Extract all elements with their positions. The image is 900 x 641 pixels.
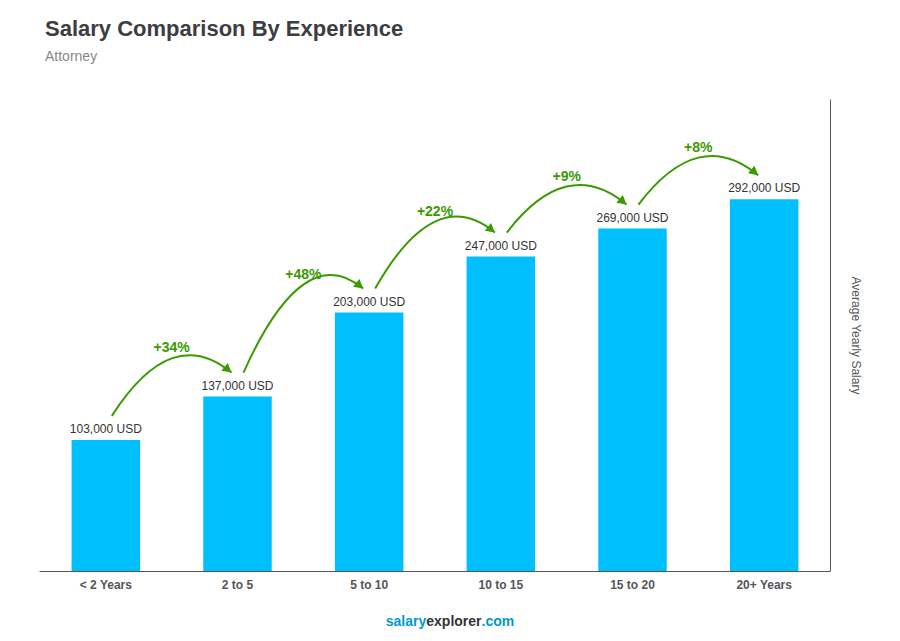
svg-text:292,000 USD: 292,000 USD <box>728 181 800 195</box>
svg-text:+22%: +22% <box>417 203 454 219</box>
svg-text:15 to 20: 15 to 20 <box>610 578 655 592</box>
svg-text:103,000 USD: 103,000 USD <box>70 422 142 436</box>
svg-text:Average Yearly Salary: Average Yearly Salary <box>849 277 863 395</box>
svg-text:explorer: explorer <box>426 613 482 629</box>
svg-text:+9%: +9% <box>552 168 581 184</box>
svg-text:10 to 15: 10 to 15 <box>478 578 523 592</box>
svg-text:247,000 USD: 247,000 USD <box>465 239 537 253</box>
svg-text:+48%: +48% <box>285 266 322 282</box>
svg-text:.com: .com <box>482 613 515 629</box>
svg-text:+8%: +8% <box>684 139 713 155</box>
svg-text:salary: salary <box>386 613 427 629</box>
svg-text:Attorney: Attorney <box>45 48 97 64</box>
svg-text:Salary Comparison By Experienc: Salary Comparison By Experience <box>45 16 403 41</box>
svg-text:< 2 Years: < 2 Years <box>80 578 132 592</box>
svg-text:+34%: +34% <box>154 339 191 355</box>
svg-text:269,000 USD: 269,000 USD <box>596 211 668 225</box>
svg-text:137,000 USD: 137,000 USD <box>201 379 273 393</box>
svg-text:203,000 USD: 203,000 USD <box>333 295 405 309</box>
svg-text:20+ Years: 20+ Years <box>736 578 792 592</box>
svg-text:2 to 5: 2 to 5 <box>222 578 254 592</box>
svg-text:5 to 10: 5 to 10 <box>350 578 388 592</box>
